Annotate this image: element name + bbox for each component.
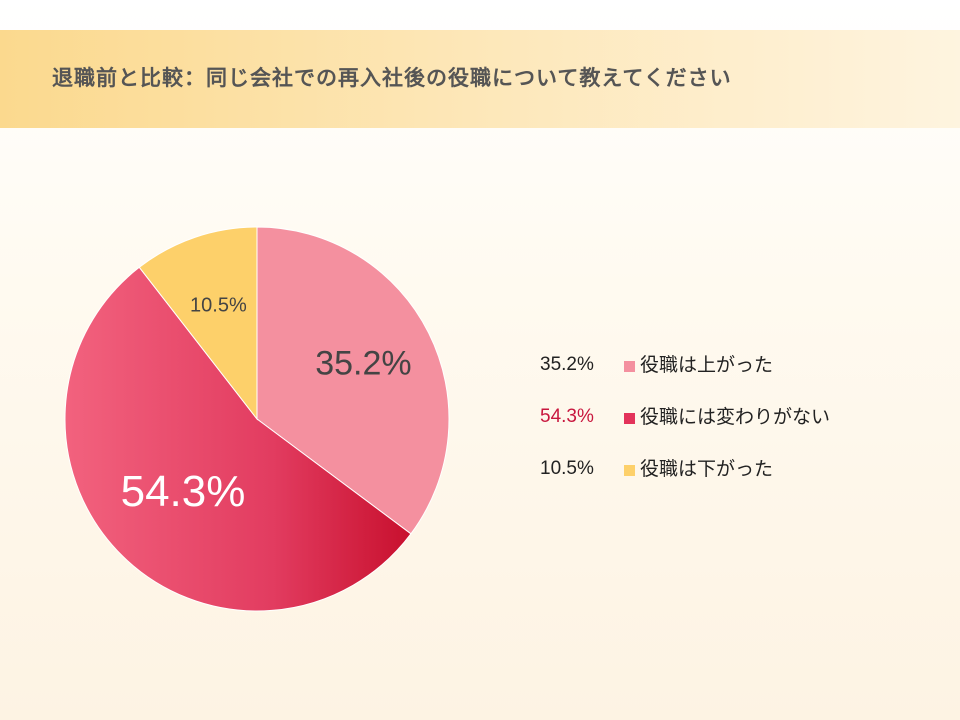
slice-label-3: 10.5% <box>190 295 247 317</box>
legend-value-3: 10.5% <box>540 458 594 479</box>
legend-value-1: 35.2% <box>540 354 594 375</box>
slice-label-2: 54.3% <box>121 467 246 516</box>
pie-slice-3 <box>138 226 258 421</box>
legend-label-3: 役職は下がった <box>640 458 774 480</box>
pie-slice-2 <box>64 266 412 612</box>
pie-slice-1 <box>256 226 450 535</box>
legend-swatch-2 <box>624 413 635 424</box>
legend-label-2: 役職には変わりがない <box>640 406 831 428</box>
legend-swatch-3 <box>624 465 635 476</box>
title-band <box>0 30 960 128</box>
legend-value-2: 54.3% <box>540 406 594 427</box>
legend-swatch-1 <box>624 361 635 372</box>
chart-title: 退職前と比較：同じ会社での再入社後の役職について教えてください <box>52 66 732 90</box>
legend-label-1: 役職は上がった <box>640 354 774 376</box>
slice-label-1: 35.2% <box>315 345 411 383</box>
